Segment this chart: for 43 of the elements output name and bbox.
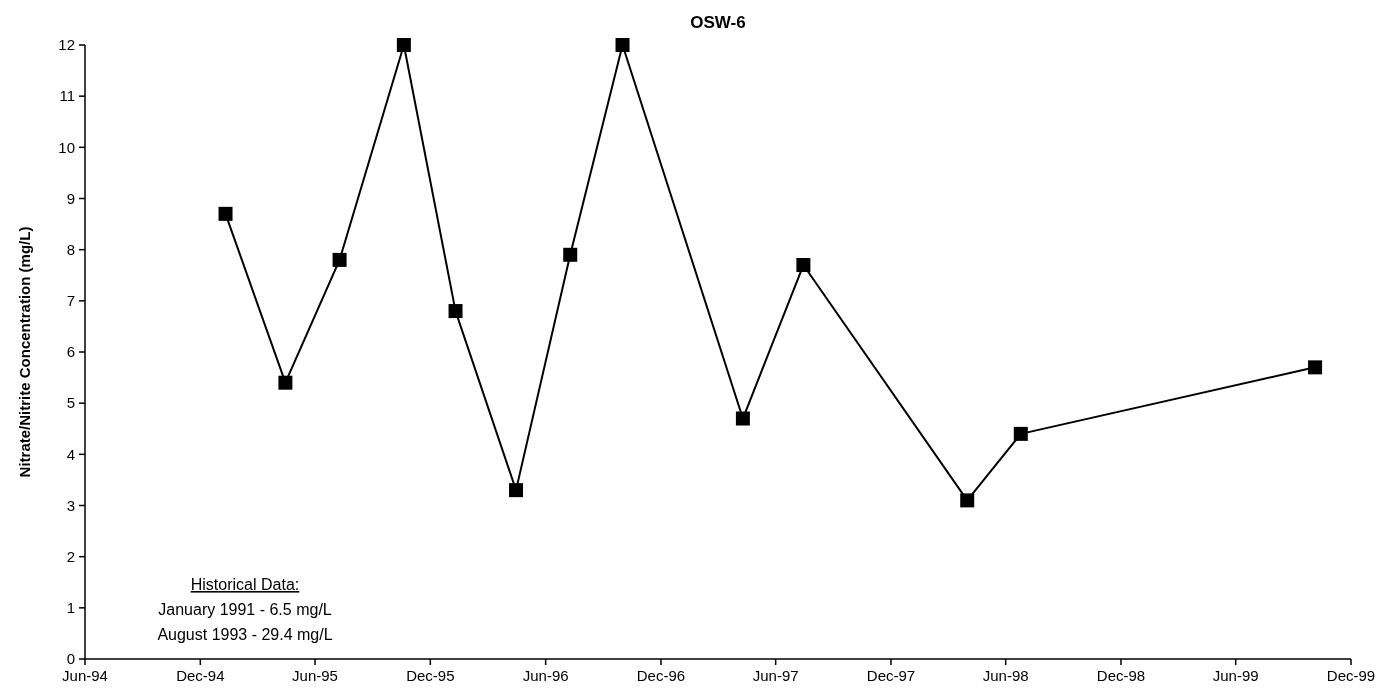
y-tick-label: 5 bbox=[66, 394, 75, 412]
chart-title: OSW-6 bbox=[690, 13, 746, 32]
annotation: August 1993 - 29.4 mg/L bbox=[157, 626, 333, 643]
point bbox=[563, 247, 578, 262]
annotation: Historical Data: bbox=[190, 576, 300, 593]
y-tick-label: 2 bbox=[66, 547, 75, 565]
x-tick-label: Jun-98 bbox=[982, 667, 1029, 684]
y-tick-label: 6 bbox=[66, 343, 75, 361]
y-tick-label: 3 bbox=[66, 496, 75, 514]
x-tick-label: Jun-95 bbox=[292, 667, 338, 684]
x-tick-label: Dec-98 bbox=[1096, 667, 1146, 684]
y-tick-label: 11 bbox=[59, 87, 75, 105]
point bbox=[615, 38, 630, 52]
point bbox=[278, 375, 293, 390]
point bbox=[1308, 360, 1323, 375]
x-tick-label: Jun-99 bbox=[1212, 667, 1259, 684]
y-tick-label: 8 bbox=[66, 240, 75, 258]
point bbox=[448, 304, 463, 319]
y-tick-label: 0 bbox=[66, 650, 75, 668]
y-tick-label: 1 bbox=[66, 599, 75, 617]
x-tick-label: Dec-96 bbox=[636, 667, 686, 684]
y-tick-label: 12 bbox=[58, 36, 75, 54]
x-tick-label: Jun-97 bbox=[752, 667, 799, 684]
point bbox=[332, 252, 347, 267]
x-tick-label: Jun-96 bbox=[522, 667, 569, 684]
point bbox=[1013, 426, 1028, 441]
point bbox=[796, 258, 811, 273]
annotation: January 1991 - 6.5 mg/L bbox=[158, 601, 332, 618]
point bbox=[396, 38, 411, 52]
y-tick-label: 9 bbox=[66, 189, 75, 207]
x-tick-label: Dec-97 bbox=[866, 667, 916, 684]
x-tick-label: Dec-95 bbox=[406, 667, 455, 684]
x-tick-label: Jun-94 bbox=[62, 667, 108, 684]
x-tick-label: Dec-94 bbox=[176, 667, 225, 684]
y-axis-title: Nitrate/Nitrite Concentration (mg/L) bbox=[16, 226, 33, 478]
point bbox=[735, 411, 750, 426]
point bbox=[218, 206, 233, 221]
y-tick-label: 4 bbox=[66, 445, 75, 463]
point bbox=[960, 493, 975, 508]
x-tick-label: Dec-99 bbox=[1326, 667, 1376, 684]
y-tick-label: 10 bbox=[58, 138, 75, 156]
y-tick-label: 7 bbox=[66, 292, 75, 310]
point bbox=[509, 483, 524, 498]
